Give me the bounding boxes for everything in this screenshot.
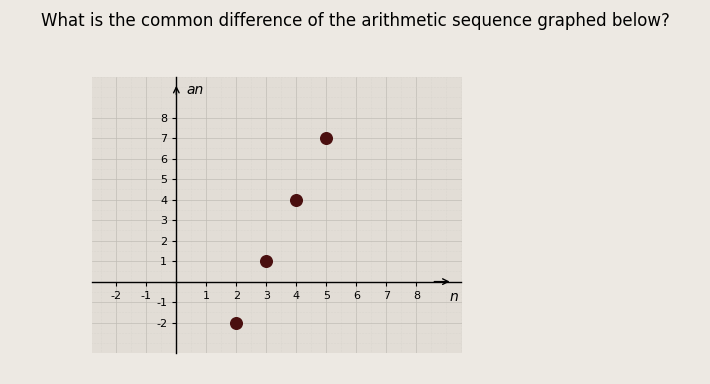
- Point: [261, 258, 272, 264]
- Text: an: an: [187, 83, 204, 97]
- Point: [231, 319, 242, 326]
- Point: [321, 135, 332, 141]
- Point: [290, 197, 302, 203]
- Text: What is the common difference of the arithmetic sequence graphed below?: What is the common difference of the ari…: [40, 12, 670, 30]
- Text: n: n: [449, 290, 459, 304]
